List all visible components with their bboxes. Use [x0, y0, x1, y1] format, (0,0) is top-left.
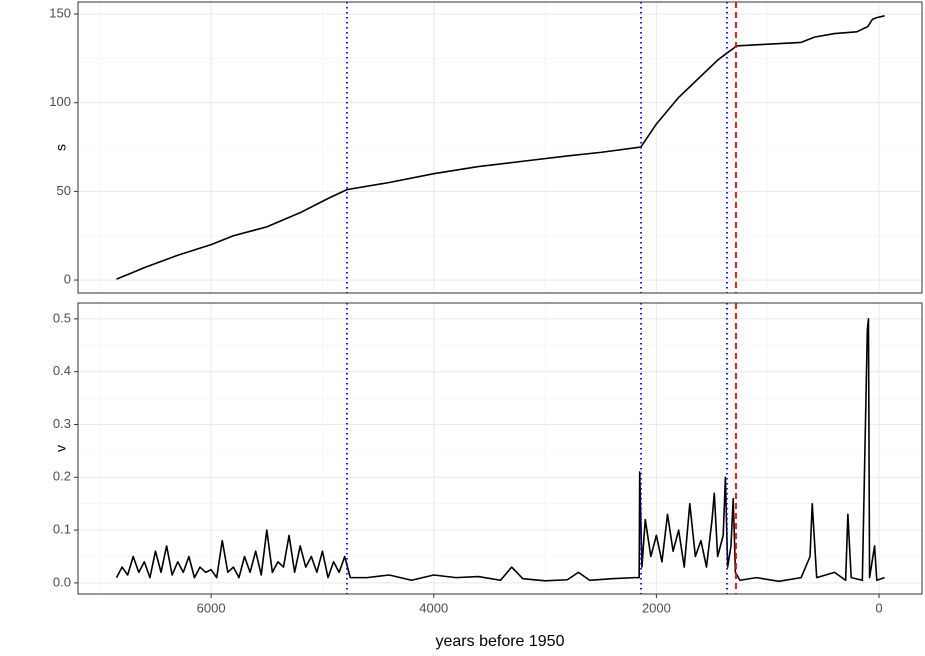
panel-border — [77, 302, 923, 595]
y-tick-label: 0.3 — [53, 416, 71, 431]
x-axis-title: years before 1950 — [436, 633, 565, 650]
data-line — [115, 318, 885, 583]
y-tick-label: 0.4 — [53, 363, 71, 378]
x-tick-label: 0 — [875, 600, 882, 615]
y-tick-label: 0.2 — [53, 469, 71, 484]
x-tick-label: 2000 — [642, 600, 671, 615]
y-tick-label: 0 — [64, 271, 71, 286]
data-line — [116, 15, 885, 280]
panel-border — [77, 1, 923, 294]
y-tick-label: 0.5 — [53, 310, 71, 325]
x-tick-label: 6000 — [197, 600, 226, 615]
y-tick-label: 100 — [49, 94, 71, 109]
x-tick-label: 4000 — [419, 600, 448, 615]
y-axis-title: v — [53, 445, 69, 452]
y-axis-title: s — [53, 144, 69, 151]
y-tick-label: 0.0 — [53, 574, 71, 589]
y-tick-label: 50 — [57, 183, 71, 198]
y-tick-label: 0.1 — [53, 522, 71, 537]
y-tick-label: 150 — [49, 5, 71, 20]
